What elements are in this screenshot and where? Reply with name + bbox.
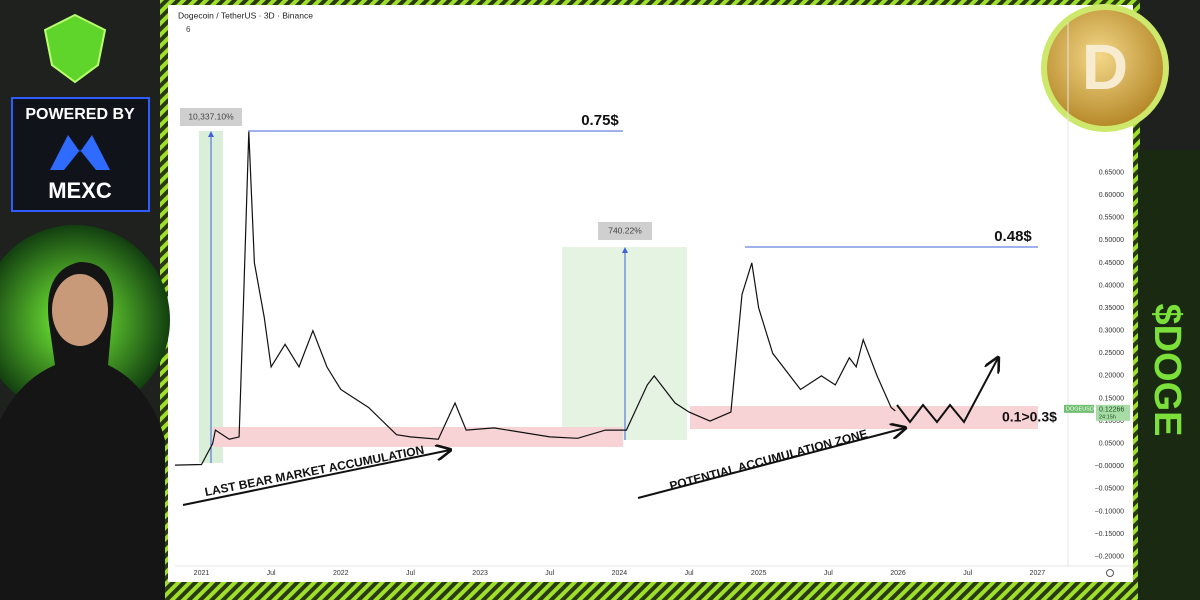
y-tick-label: −0.15000: [1095, 531, 1124, 538]
sponsor-brand: MEXC: [48, 178, 112, 203]
coin-letter: D: [1082, 31, 1128, 103]
measure-label-box: [598, 222, 652, 240]
x-tick-label: Jul: [685, 570, 694, 577]
symbol-label: DOGEUSDT: [1066, 406, 1098, 412]
x-tick-label: Jul: [545, 570, 554, 577]
accumulation-zone: [690, 406, 1038, 429]
price-tag: [1096, 404, 1130, 421]
y-tick-label: 0.10000: [1099, 418, 1124, 425]
y-tick-label: 0.65000: [1099, 169, 1124, 176]
x-tick-label: 2022: [333, 570, 349, 577]
settings-icon[interactable]: [1106, 569, 1114, 577]
x-tick-label: 2026: [890, 570, 906, 577]
x-tick-label: Jul: [963, 570, 972, 577]
y-tick-label: −0.05000: [1095, 486, 1124, 493]
y-tick-label: 0.55000: [1099, 215, 1124, 222]
y-tick-label: −0.00000: [1095, 463, 1124, 470]
logo: [43, 13, 107, 84]
target-label: 0.75$: [581, 112, 619, 129]
y-tick-label: −0.10000: [1095, 508, 1124, 515]
trend-arrow: [637, 428, 905, 499]
mexc-icon: [50, 135, 110, 170]
y-tick-label: 0.45000: [1099, 260, 1124, 267]
x-tick-label: 2023: [472, 570, 488, 577]
sponsor-badge: POWERED BY: [25, 106, 135, 123]
trend-arrow: [182, 450, 450, 506]
y-tick-label: 0.50000: [1099, 237, 1124, 244]
projection-path: [896, 358, 998, 424]
measure-label: 740.22%: [608, 225, 642, 235]
countdown: 24:15h: [1099, 414, 1116, 420]
x-tick-label: Jul: [824, 570, 833, 577]
indicator-count: 6: [186, 25, 191, 34]
avatar: [0, 262, 165, 600]
avatar-face: [52, 274, 108, 346]
y-tick-label: −0.20000: [1095, 554, 1124, 561]
y-tick-label: 0.35000: [1099, 305, 1124, 312]
y-tick-label: 0.40000: [1099, 282, 1124, 289]
price-line: [174, 131, 896, 466]
y-tick-label: 0.15000: [1099, 395, 1124, 402]
measure-label: 10,337.10%: [188, 111, 234, 121]
y-tick-label: 0.30000: [1099, 328, 1124, 335]
symbol-tag: [1064, 404, 1094, 413]
last-price: 0.12266: [1099, 407, 1124, 414]
x-tick-label: 2025: [751, 570, 767, 577]
x-tick-label: 2021: [194, 570, 210, 577]
y-tick-label: 0.20000: [1099, 373, 1124, 380]
chart-title: Dogecoin / TetherUS · 3D · Binance: [178, 10, 313, 20]
doge-coin: [1047, 10, 1163, 126]
y-tick-label: 0.05000: [1099, 441, 1124, 448]
target-label: 0.48$: [994, 228, 1032, 245]
range-label: 0.1>0.3$: [1002, 409, 1057, 425]
right-strip: [1138, 150, 1200, 600]
ticker: $DOGE: [1146, 303, 1188, 436]
x-tick-label: Jul: [267, 570, 276, 577]
y-tick-label: 0.25000: [1099, 350, 1124, 357]
x-tick-label: 2024: [612, 570, 628, 577]
sponsor-box: [11, 97, 150, 212]
measure-label-box: [180, 108, 242, 126]
x-tick-label: Jul: [406, 570, 415, 577]
x-tick-label: 2027: [1030, 570, 1046, 577]
y-tick-label: 0.60000: [1099, 192, 1124, 199]
